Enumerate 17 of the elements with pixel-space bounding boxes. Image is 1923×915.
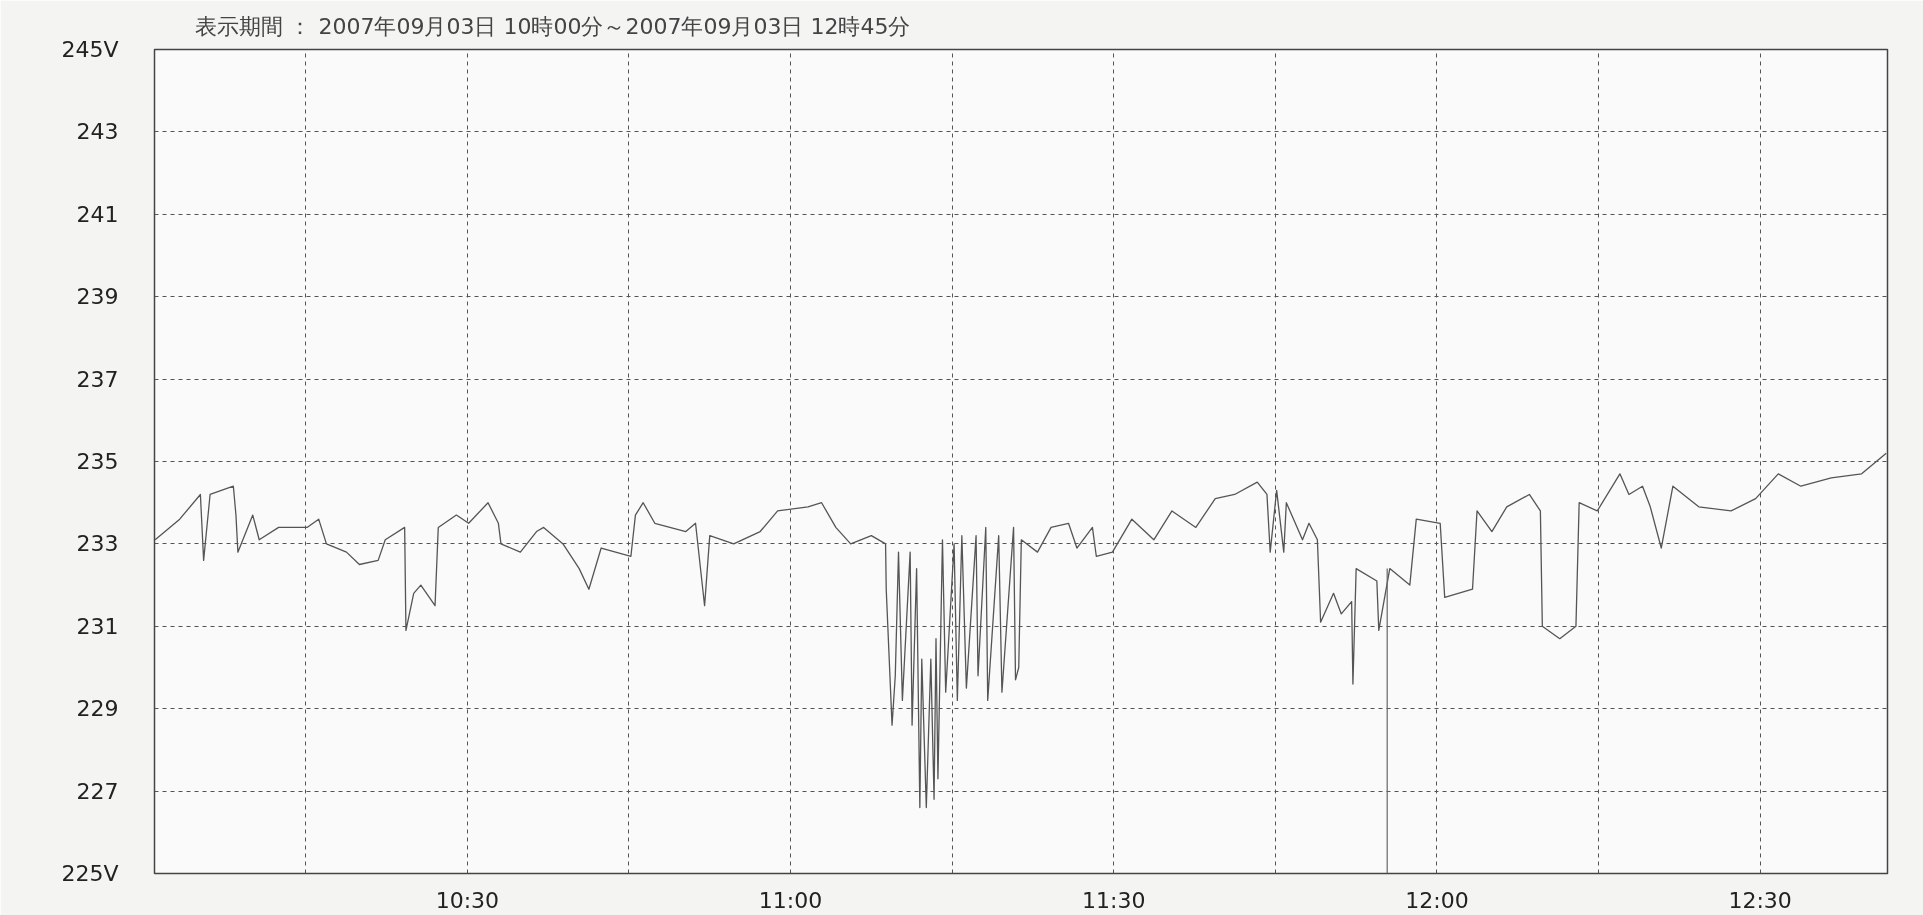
y-tick-label: 241 bbox=[76, 201, 119, 227]
x-tick-label: 10:30 bbox=[435, 887, 500, 913]
y-tick-label: 245V bbox=[61, 37, 119, 62]
x-tick-label: 11:30 bbox=[1082, 887, 1146, 913]
chart-title: 表示期間 ： 2007年09月03日 10時00分～2007年09月03日 12時45分 bbox=[194, 13, 911, 39]
y-tick-label: 225V bbox=[61, 861, 119, 886]
y-tick-label: 229 bbox=[76, 696, 119, 722]
x-tick-label: 11:00 bbox=[758, 887, 823, 913]
y-tick-label: 237 bbox=[76, 366, 119, 392]
y-tick-label: 243 bbox=[76, 119, 119, 145]
x-tick-label: 12:00 bbox=[1405, 887, 1469, 913]
y-tick-label: 227 bbox=[76, 778, 119, 804]
x-tick-label: 12:30 bbox=[1728, 887, 1792, 913]
y-tick-label: 233 bbox=[76, 531, 119, 557]
y-tick-label: 231 bbox=[76, 613, 119, 639]
y-tick-label: 235 bbox=[76, 449, 119, 474]
y-tick-label: 239 bbox=[76, 284, 119, 310]
